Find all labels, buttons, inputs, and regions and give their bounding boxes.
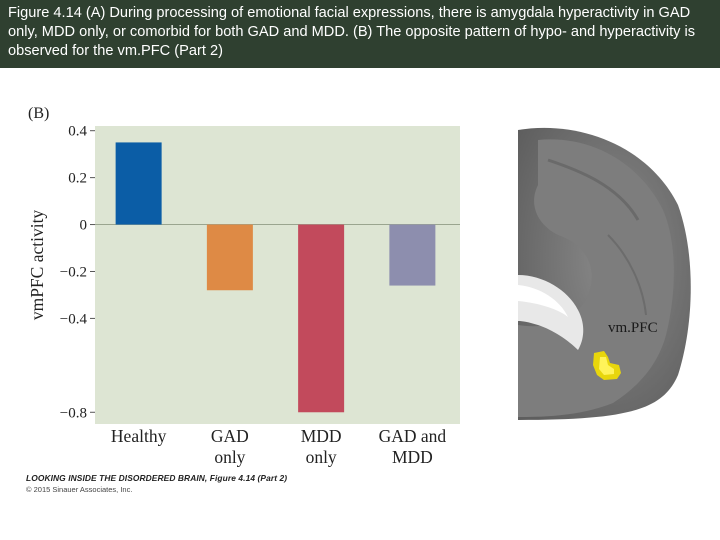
- y-tick-label: 0.2: [68, 171, 87, 187]
- x-tick-label: only: [306, 447, 337, 467]
- copyright-text: © 2015 Sinauer Associates, Inc.: [26, 485, 133, 494]
- x-tick-label: GAD: [211, 426, 249, 446]
- book-credit: LOOKING INSIDE THE DISORDERED BRAIN, Fig…: [26, 473, 288, 483]
- x-tick-label: MDD: [301, 426, 342, 446]
- x-tick-label: only: [214, 447, 245, 467]
- x-tick-label: GAD and: [379, 426, 447, 446]
- y-tick-label: −0.2: [60, 264, 87, 280]
- figure-caption: Figure 4.14 (A) During processing of emo…: [8, 5, 696, 59]
- vmpfc-label: vm.PFC: [608, 320, 658, 336]
- x-tick-label: Healthy: [111, 426, 167, 446]
- y-tick-label: −0.4: [60, 311, 88, 327]
- caption-bar: Figure 4.14 (A) During processing of emo…: [0, 0, 720, 68]
- bar-0: [115, 142, 162, 225]
- y-tick-label: −0.8: [60, 405, 87, 421]
- x-tick-label: MDD: [392, 447, 433, 467]
- y-tick-label: 0: [80, 218, 88, 234]
- bar-1: [206, 224, 253, 291]
- brain-scan-image: vm.PFC: [518, 125, 695, 420]
- figure-credit: LOOKING INSIDE THE DISORDERED BRAIN, Fig…: [26, 473, 287, 494]
- activation-spot: [593, 351, 621, 380]
- y-axis-label: vmPFC activity: [27, 210, 47, 321]
- panel-label: (B): [28, 105, 49, 122]
- y-tick-label: 0.4: [68, 124, 87, 140]
- bar-2: [298, 224, 345, 413]
- bar-3: [389, 224, 436, 286]
